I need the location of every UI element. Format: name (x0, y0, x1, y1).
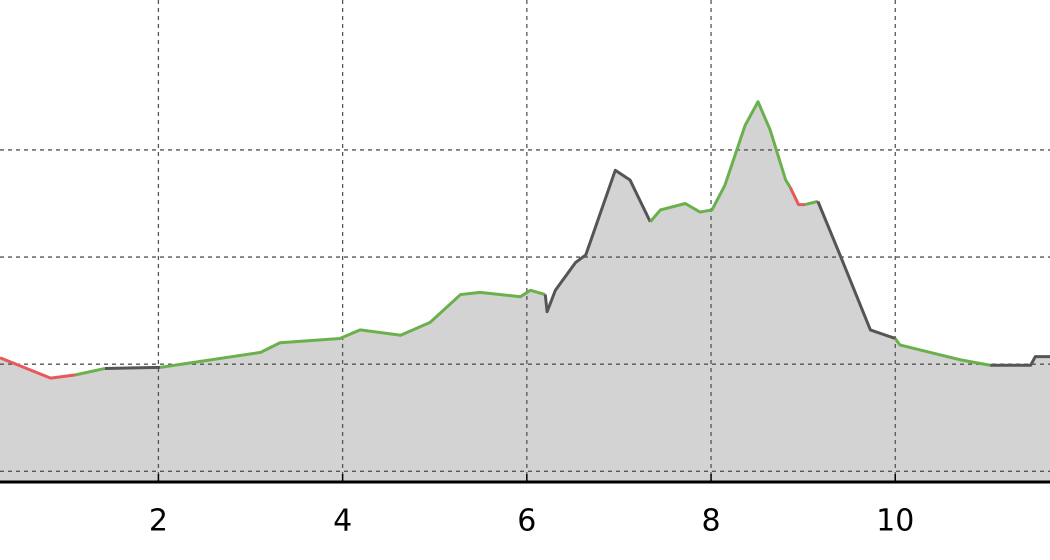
area-fill (650, 101, 791, 483)
elevation-line (104, 365, 161, 370)
elevation-line (894, 337, 991, 367)
area-fill (804, 201, 819, 483)
area-fill (989, 356, 1050, 483)
area-fill (817, 201, 896, 483)
elevation-line (543, 168, 652, 314)
x-tick-label: 8 (702, 504, 721, 539)
area-fill (75, 368, 106, 483)
elevation-line (804, 199, 819, 207)
area-fill (790, 187, 806, 483)
area-fill (104, 367, 161, 483)
elevation-line (160, 288, 546, 369)
x-tick-label: 4 (333, 504, 352, 539)
area-fill (160, 289, 546, 483)
elevation-line (75, 366, 106, 377)
elevation-line (649, 100, 792, 223)
area-fill (895, 337, 991, 483)
elevation-line (788, 186, 805, 207)
x-tick-label: 2 (149, 504, 168, 539)
elevation-line (990, 355, 1050, 367)
x-tick-label: 6 (517, 504, 536, 539)
elevation-line (0, 356, 76, 380)
x-tick-label: 10 (876, 504, 914, 539)
elevation-line (816, 200, 896, 340)
